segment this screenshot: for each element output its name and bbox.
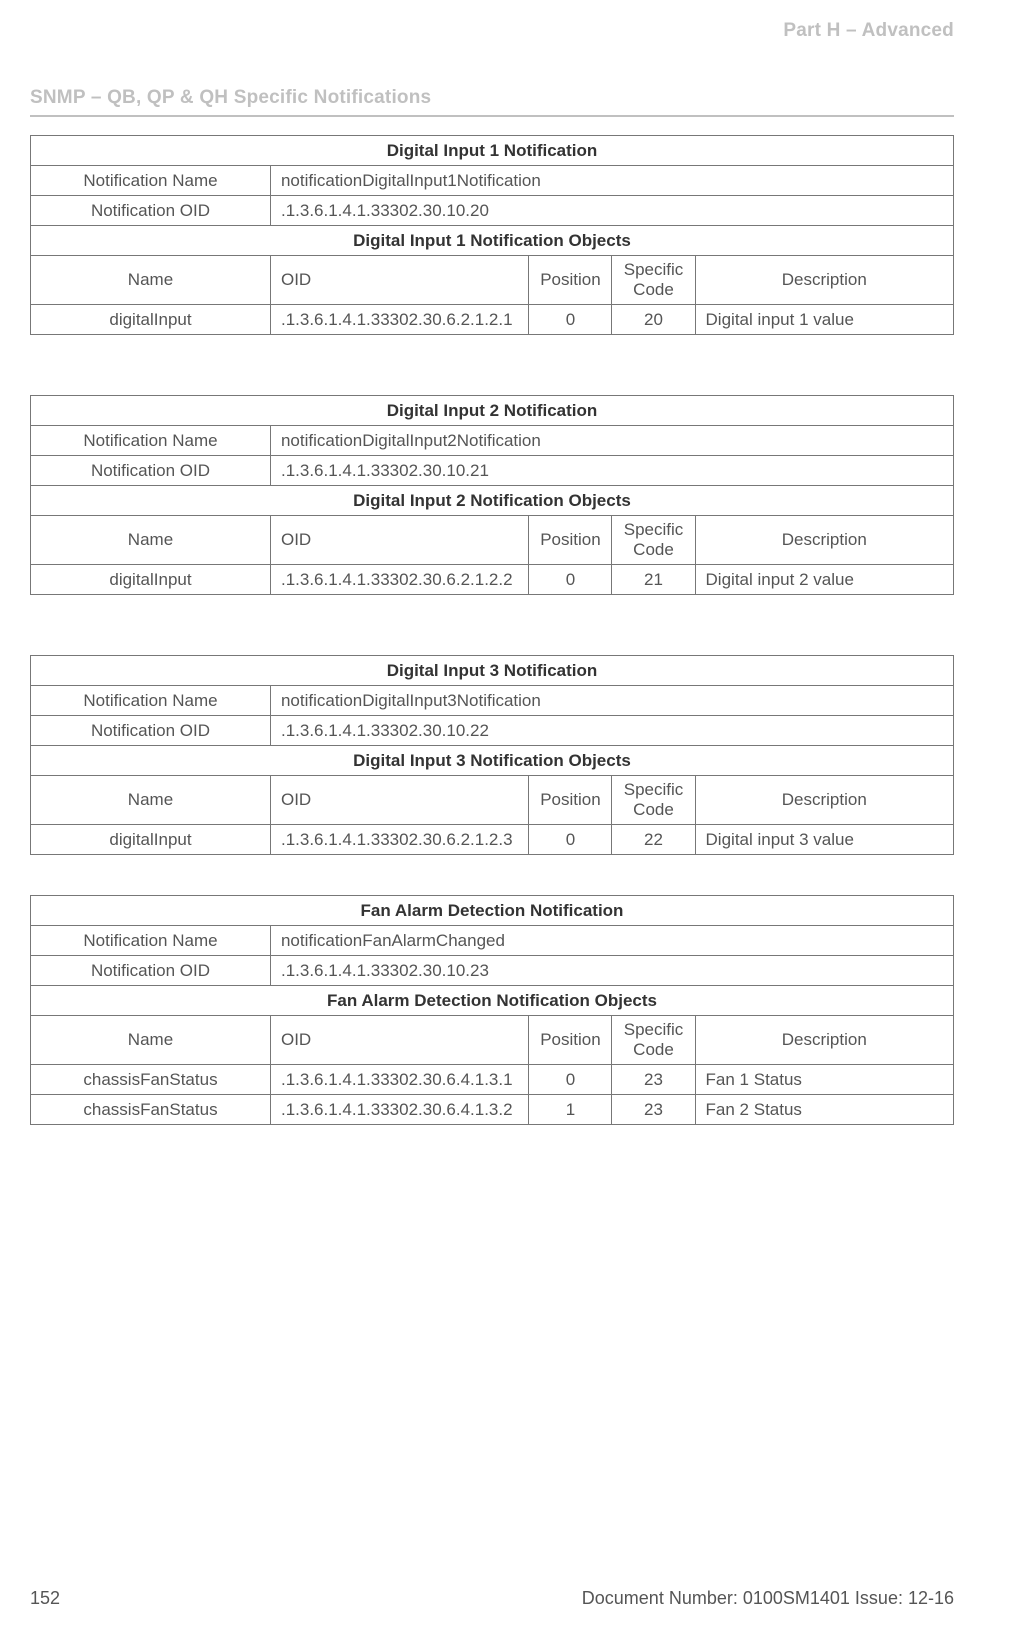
col-header-name: Name [31,1016,271,1065]
col-header-position: Position [529,1016,612,1065]
notification-oid-label: Notification OID [31,716,271,746]
page-part-header: Part H – Advanced [30,20,954,42]
cell-oid: .1.3.6.1.4.1.33302.30.6.2.1.2.1 [270,305,528,335]
cell-position: 0 [529,1065,612,1095]
cell-oid: .1.3.6.1.4.1.33302.30.6.4.1.3.2 [270,1095,528,1125]
objects-title: Digital Input 2 Notification Objects [31,486,954,516]
objects-title: Fan Alarm Detection Notification Objects [31,986,954,1016]
notification-title: Digital Input 1 Notification [31,136,954,166]
table-row: digitalInput.1.3.6.1.4.1.33302.30.6.2.1.… [31,565,954,595]
notification-title: Digital Input 3 Notification [31,656,954,686]
tables-container: Digital Input 1 NotificationNotification… [30,135,954,1125]
col-header-description: Description [695,516,953,565]
col-header-name: Name [31,256,271,305]
col-header-position: Position [529,256,612,305]
notification-oid-label: Notification OID [31,956,271,986]
section-title: SNMP – QB, QP & QH Specific Notification… [30,87,954,117]
notification-name-label: Notification Name [31,686,271,716]
cell-name: chassisFanStatus [31,1065,271,1095]
objects-title: Digital Input 1 Notification Objects [31,226,954,256]
col-header-oid: OID [270,776,528,825]
cell-description: Fan 1 Status [695,1065,953,1095]
cell-name: digitalInput [31,825,271,855]
cell-oid: .1.3.6.1.4.1.33302.30.6.4.1.3.1 [270,1065,528,1095]
cell-name: digitalInput [31,305,271,335]
table-row: digitalInput.1.3.6.1.4.1.33302.30.6.2.1.… [31,825,954,855]
notification-table: Digital Input 2 NotificationNotification… [30,395,954,595]
notification-name-label: Notification Name [31,166,271,196]
col-header-specific-code: Specific Code [612,776,695,825]
cell-specific-code: 23 [612,1095,695,1125]
col-header-position: Position [529,776,612,825]
notification-oid-label: Notification OID [31,456,271,486]
col-header-name: Name [31,776,271,825]
cell-specific-code: 20 [612,305,695,335]
notification-title: Fan Alarm Detection Notification [31,896,954,926]
cell-specific-code: 21 [612,565,695,595]
col-header-position: Position [529,516,612,565]
cell-position: 0 [529,825,612,855]
cell-description: Digital input 3 value [695,825,953,855]
col-header-specific-code: Specific Code [612,256,695,305]
table-row: chassisFanStatus.1.3.6.1.4.1.33302.30.6.… [31,1095,954,1125]
cell-description: Fan 2 Status [695,1095,953,1125]
cell-description: Digital input 2 value [695,565,953,595]
cell-specific-code: 22 [612,825,695,855]
notification-name-value: notificationDigitalInput2Notification [270,426,953,456]
notification-name-label: Notification Name [31,926,271,956]
cell-description: Digital input 1 value [695,305,953,335]
col-header-specific-code: Specific Code [612,1016,695,1065]
notification-oid-label: Notification OID [31,196,271,226]
cell-oid: .1.3.6.1.4.1.33302.30.6.2.1.2.3 [270,825,528,855]
col-header-description: Description [695,1016,953,1065]
col-header-description: Description [695,256,953,305]
col-header-oid: OID [270,256,528,305]
notification-table: Digital Input 1 NotificationNotification… [30,135,954,335]
notification-name-value: notificationFanAlarmChanged [270,926,953,956]
page-footer: 152 Document Number: 0100SM1401 Issue: 1… [30,1588,954,1609]
cell-oid: .1.3.6.1.4.1.33302.30.6.2.1.2.2 [270,565,528,595]
table-row: digitalInput.1.3.6.1.4.1.33302.30.6.2.1.… [31,305,954,335]
notification-name-value: notificationDigitalInput3Notification [270,686,953,716]
notification-oid-value: .1.3.6.1.4.1.33302.30.10.20 [270,196,953,226]
cell-specific-code: 23 [612,1065,695,1095]
cell-name: chassisFanStatus [31,1095,271,1125]
notification-oid-value: .1.3.6.1.4.1.33302.30.10.21 [270,456,953,486]
objects-title: Digital Input 3 Notification Objects [31,746,954,776]
cell-position: 0 [529,305,612,335]
table-row: chassisFanStatus.1.3.6.1.4.1.33302.30.6.… [31,1065,954,1095]
notification-oid-value: .1.3.6.1.4.1.33302.30.10.22 [270,716,953,746]
col-header-oid: OID [270,516,528,565]
col-header-name: Name [31,516,271,565]
notification-title: Digital Input 2 Notification [31,396,954,426]
cell-position: 1 [529,1095,612,1125]
document-number: Document Number: 0100SM1401 Issue: 12-16 [582,1588,954,1609]
page-number: 152 [30,1588,60,1609]
notification-name-value: notificationDigitalInput1Notification [270,166,953,196]
notification-table: Digital Input 3 NotificationNotification… [30,655,954,855]
notification-name-label: Notification Name [31,426,271,456]
col-header-specific-code: Specific Code [612,516,695,565]
col-header-description: Description [695,776,953,825]
notification-table: Fan Alarm Detection NotificationNotifica… [30,895,954,1125]
cell-name: digitalInput [31,565,271,595]
cell-position: 0 [529,565,612,595]
notification-oid-value: .1.3.6.1.4.1.33302.30.10.23 [270,956,953,986]
col-header-oid: OID [270,1016,528,1065]
